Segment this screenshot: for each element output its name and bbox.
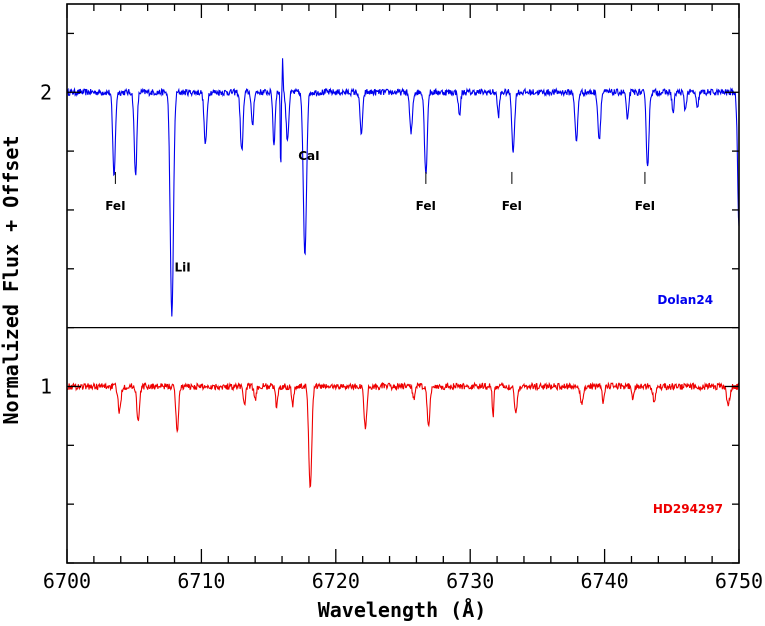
spectrum-line-hd294297 <box>66 381 740 489</box>
x-tick-label: 6710 <box>177 569 225 593</box>
line-id-label: FeI <box>635 199 655 213</box>
x-axis-title: Wavelength (Å) <box>318 598 487 622</box>
x-tick-label: 6720 <box>312 569 360 593</box>
x-tick-label: 6700 <box>43 569 91 593</box>
x-tick-label: 6740 <box>581 569 629 593</box>
star-label: HD294297 <box>653 502 723 516</box>
line-id-label: CaI <box>298 149 319 163</box>
annotations-group: FeI LiI CaI FeI FeI FeI Dolan24 HD294297 <box>105 149 723 516</box>
spectra-group <box>66 58 740 489</box>
y-tick-label: 1 <box>40 374 52 398</box>
axes-group: 6700 6710 6720 6730 6740 6750 1 2 <box>40 3 763 593</box>
line-id-label: LiI <box>174 261 190 275</box>
line-id-label: FeI <box>105 199 125 213</box>
line-id-label: FeI <box>502 199 522 213</box>
x-tick-label: 6730 <box>446 569 494 593</box>
spectrum-line-dolan24 <box>66 58 740 317</box>
line-id-label: FeI <box>416 199 436 213</box>
star-label: Dolan24 <box>657 293 713 307</box>
plot-frame <box>66 3 740 564</box>
x-tick-label: 6750 <box>715 569 763 593</box>
y-tick-label: 2 <box>40 80 52 104</box>
y-axis-title: Normalized Flux + Offset <box>0 136 23 425</box>
